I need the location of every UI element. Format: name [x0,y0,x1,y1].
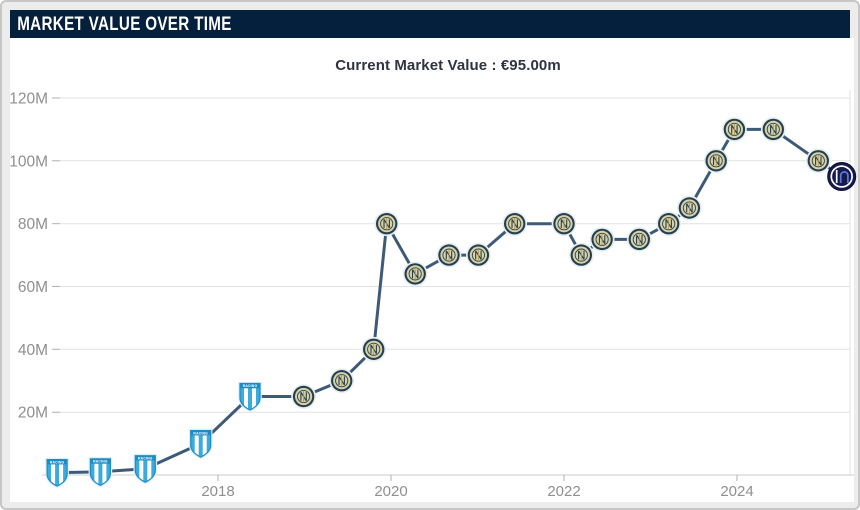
data-point-racing-club-crest-icon[interactable]: RACING [238,381,262,413]
data-point-inter-milan-classic-crest-icon[interactable] [760,117,786,142]
section-header: MARKET VALUE OVER TIME [10,10,850,38]
data-point-inter-milan-classic-crest-icon[interactable] [677,195,702,221]
data-point-racing-club-crest-icon[interactable]: RACING [188,428,213,460]
svg-text:RACING: RACING [193,431,208,435]
data-point-inter-milan-classic-crest-icon[interactable] [291,384,316,409]
svg-text:RACING: RACING [138,456,153,460]
data-point-inter-milan-classic-crest-icon[interactable] [551,211,577,237]
x-axis-label: 2024 [720,483,753,500]
data-point-inter-milan-classic-crest-icon[interactable] [626,227,652,252]
svg-text:RACING: RACING [93,460,108,464]
data-point-racing-club-crest-icon[interactable]: RACING [45,457,69,489]
data-point-inter-milan-current-crest-icon[interactable] [827,162,857,191]
data-point-inter-milan-classic-crest-icon[interactable] [329,368,355,394]
data-point-inter-milan-classic-crest-icon[interactable] [374,211,400,237]
data-point-inter-milan-classic-crest-icon[interactable] [656,211,682,237]
data-point-inter-milan-classic-crest-icon[interactable] [502,211,528,237]
data-point-inter-milan-classic-crest-icon[interactable] [805,148,831,174]
section-title: MARKET VALUE OVER TIME [17,13,232,35]
market-value-line [55,127,844,475]
data-point-inter-milan-classic-crest-icon[interactable] [568,242,594,268]
y-axis-label: 40M [18,342,48,359]
x-axis-label: 2022 [547,483,580,500]
y-axis-label: 60M [18,279,48,296]
data-point-racing-club-crest-icon[interactable]: RACING [133,453,158,485]
x-axis-label: 2018 [201,483,234,500]
y-axis-label: 100M [9,153,48,170]
data-point-inter-milan-classic-crest-icon[interactable] [589,227,615,252]
svg-text:RACING: RACING [243,384,258,388]
x-axis-label: 2020 [374,483,407,500]
chart-panel [10,38,854,502]
data-point-inter-milan-classic-crest-icon[interactable] [703,148,729,174]
y-axis-label: 20M [18,405,48,422]
data-point-inter-milan-classic-crest-icon[interactable] [436,242,462,268]
data-point-inter-milan-classic-crest-icon[interactable] [722,117,747,142]
current-market-value-label: Current Market Value : €95.00m [335,57,561,74]
y-axis-label: 120M [9,91,48,108]
svg-text:RACING: RACING [50,460,65,464]
data-point-inter-milan-classic-crest-icon[interactable] [361,336,387,362]
data-point-inter-milan-classic-crest-icon[interactable] [466,242,491,268]
y-axis-label: 80M [18,216,48,233]
data-point-inter-milan-classic-crest-icon[interactable] [402,261,428,287]
data-point-racing-club-crest-icon[interactable]: RACING [88,457,113,488]
